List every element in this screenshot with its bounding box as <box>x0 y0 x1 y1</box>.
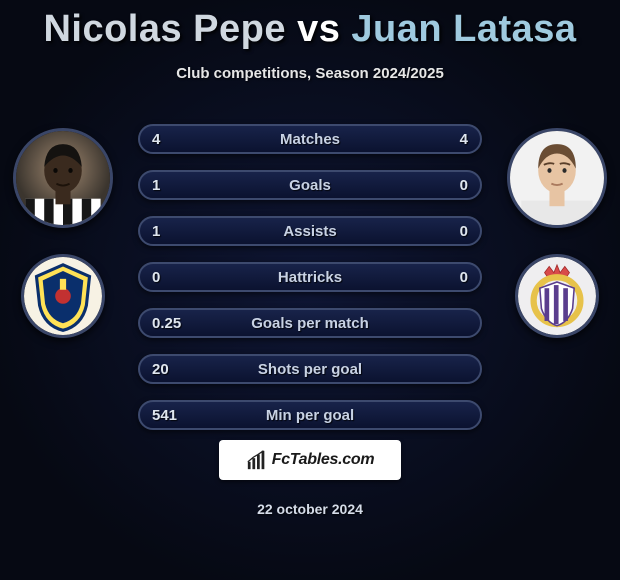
page-title: Nicolas Pepe vs Juan Latasa <box>0 0 620 51</box>
stat-row: 4 Matches 4 <box>138 124 482 154</box>
stat-p1-value: 0 <box>152 269 200 286</box>
stat-label: Assists <box>200 223 420 240</box>
stat-label: Matches <box>200 131 420 148</box>
stat-p2-value: 0 <box>420 223 468 240</box>
date-label: 22 october 2024 <box>0 501 620 517</box>
source-badge: FcTables.com <box>219 440 401 480</box>
source-name: FcTables.com <box>272 451 375 469</box>
stat-p2-value: 0 <box>420 177 468 194</box>
stat-row: 20 Shots per goal <box>138 354 482 384</box>
stat-p1-value: 541 <box>152 407 200 424</box>
stat-p1-value: 4 <box>152 131 200 148</box>
player2-avatar <box>507 128 607 228</box>
stat-p2-value: 0 <box>420 269 468 286</box>
title-player1: Nicolas Pepe <box>43 8 286 50</box>
stat-label: Min per goal <box>200 407 420 424</box>
stat-row: 0 Hattricks 0 <box>138 262 482 292</box>
stat-row: 1 Goals 0 <box>138 170 482 200</box>
stat-p1-value: 0.25 <box>152 315 200 332</box>
chart-icon <box>246 449 268 471</box>
stat-label: Goals <box>200 177 420 194</box>
stat-label: Goals per match <box>200 315 420 332</box>
stat-p1-value: 1 <box>152 177 200 194</box>
stat-row: 1 Assists 0 <box>138 216 482 246</box>
player1-club-badge <box>21 254 105 338</box>
player2-column <box>502 128 612 338</box>
player2-club-badge <box>515 254 599 338</box>
player1-avatar <box>13 128 113 228</box>
title-vs: vs <box>297 8 340 50</box>
player1-face-icon <box>16 131 110 225</box>
subtitle: Club competitions, Season 2024/2025 <box>0 65 620 82</box>
villarreal-crest-icon <box>24 257 102 335</box>
stats-table: 4 Matches 4 1 Goals 0 1 Assists 0 0 Hatt… <box>138 124 482 430</box>
player2-face-icon <box>510 131 604 225</box>
stat-p1-value: 1 <box>152 223 200 240</box>
stat-row: 541 Min per goal <box>138 400 482 430</box>
stat-p1-value: 20 <box>152 361 200 378</box>
player1-column <box>8 128 118 338</box>
valladolid-crest-icon <box>518 257 596 335</box>
stat-label: Shots per goal <box>200 361 420 378</box>
stat-p2-value: 4 <box>420 131 468 148</box>
title-player2: Juan Latasa <box>351 8 576 50</box>
stat-label: Hattricks <box>200 269 420 286</box>
stat-row: 0.25 Goals per match <box>138 308 482 338</box>
